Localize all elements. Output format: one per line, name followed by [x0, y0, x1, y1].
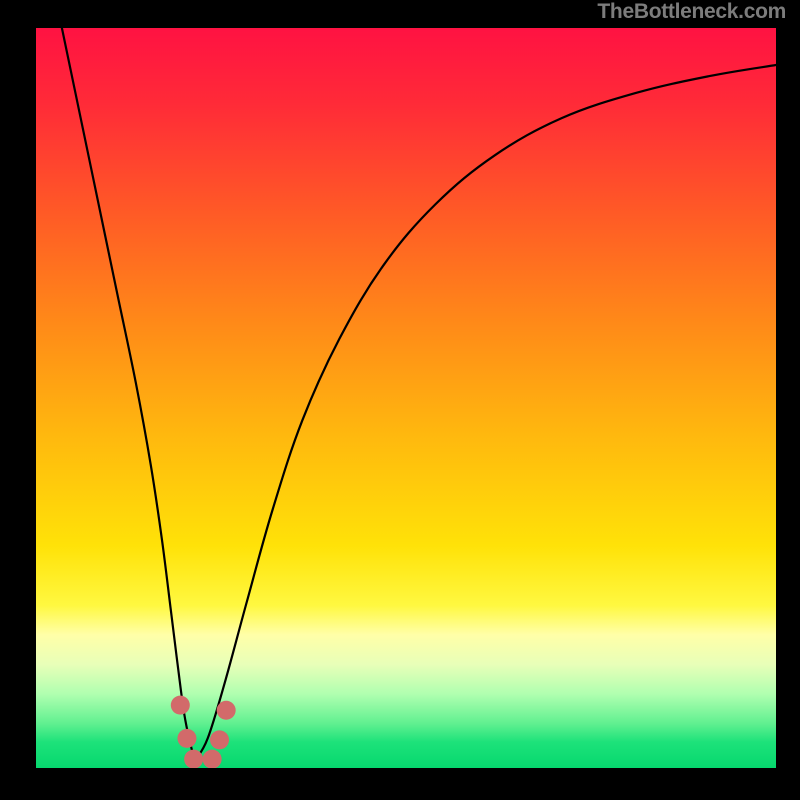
- plot-background: [36, 28, 776, 768]
- figure-root: TheBottleneck.com: [0, 0, 800, 800]
- bottleneck-plot: [36, 28, 776, 768]
- minimum-marker: [184, 750, 203, 768]
- watermark-text: TheBottleneck.com: [597, 0, 786, 24]
- minimum-marker: [203, 750, 222, 768]
- minimum-marker: [217, 701, 236, 720]
- minimum-marker: [171, 696, 190, 715]
- minimum-marker: [210, 730, 229, 749]
- minimum-marker: [177, 729, 196, 748]
